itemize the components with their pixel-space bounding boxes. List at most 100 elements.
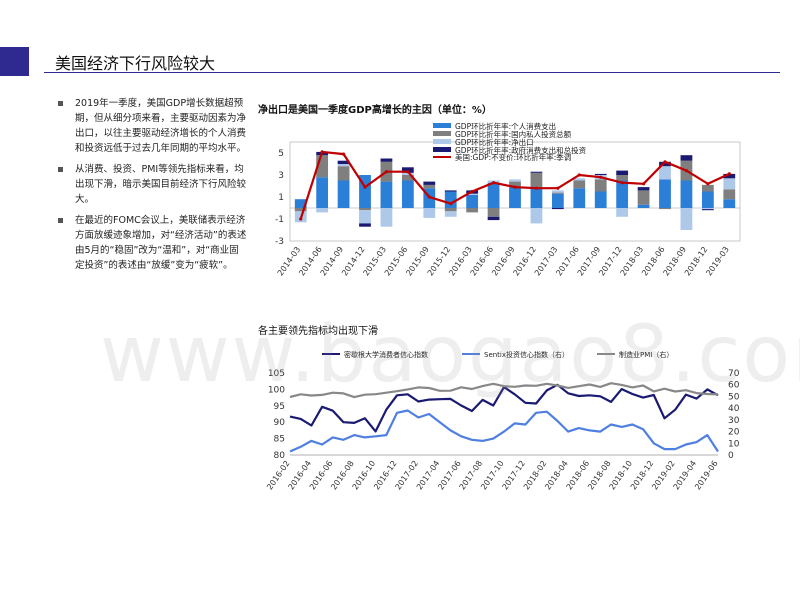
chart1-bar-3 <box>316 208 329 213</box>
chart1-legend-swatch <box>433 147 451 152</box>
chart1-bar-4 <box>637 187 650 191</box>
chart1-bar-3 <box>466 193 479 195</box>
chart1-legend-label: 美国:GDP:不变价:环比折年率:季调 <box>455 152 571 162</box>
chart1-bar-4 <box>723 173 736 179</box>
chart1-bar-2 <box>294 208 307 212</box>
chart1-bar-4 <box>616 170 629 175</box>
chart1-bar-3 <box>659 166 671 180</box>
chart1-ytick-label: 5 <box>278 149 284 159</box>
chart1-gdp-point <box>363 185 367 189</box>
chart2-right-tick-label: 50 <box>728 392 740 402</box>
chart2-right-tick-label: 40 <box>728 404 740 414</box>
chart2-right-tick-label: 60 <box>728 381 740 391</box>
chart1-bar-3 <box>423 208 436 218</box>
chart1-bar-1 <box>701 191 714 208</box>
chart1-bar-4 <box>401 167 414 173</box>
chart1-bar-2 <box>551 192 564 194</box>
chart1-bar-1 <box>509 187 521 208</box>
chart1-bar-2 <box>701 184 714 192</box>
chart1-legend-label: GDP环比折年率:净出口 <box>455 137 534 147</box>
chart1-gdp-point <box>299 217 303 221</box>
bullet-item: 在最近的FOMC会议上，美联储表示经济方面放缓迹象增加，对“经济活动”的表述由5… <box>58 213 248 273</box>
watermark-text: www.baogao8.com <box>100 310 800 400</box>
bullet-text: 2019年一季度，美国GDP增长数据超预期，但从细分项来看，主要驱动因素为净出口… <box>75 98 247 154</box>
chart1-legend-swatch <box>433 131 451 136</box>
chart1-bar-1 <box>466 194 479 208</box>
chart1-bar-2 <box>637 190 650 205</box>
chart1-bar-2 <box>659 208 671 210</box>
chart1-gdp-point <box>449 202 453 206</box>
chart1-bar-2 <box>466 208 479 213</box>
chart1-bar-3 <box>401 172 414 175</box>
chart2-legend-label: 密歇根大学消费者信心指数 <box>344 350 428 359</box>
chart1-bar-1 <box>573 188 586 208</box>
bullet-item: 从消费、投资、PMI等领先指标来看，均出现下滑，暗示美国目前经济下行风险较大。 <box>58 162 248 207</box>
title-underline <box>44 72 780 73</box>
chart1-bar-1 <box>380 181 393 208</box>
bullet-list: 2019年一季度，美国GDP增长数据超预期，但从细分项来看，主要驱动因素为净出口… <box>58 96 248 279</box>
chart2-series-line-2 <box>289 409 719 453</box>
chart2-title: 各主要领先指标均出现下滑 <box>258 326 378 337</box>
chart1-gdp-point <box>534 186 539 190</box>
chart1-bar-2 <box>594 179 607 192</box>
chart2-right-tick-label: 70 <box>728 369 740 379</box>
chart2-left-tick-label: 95 <box>274 402 285 412</box>
title-accent-block <box>0 47 29 76</box>
chart1-bar-4 <box>551 208 564 210</box>
bullet-marker-icon <box>58 101 63 106</box>
chart1-bar-3 <box>444 211 457 217</box>
chart1-gdp-point <box>641 182 646 186</box>
chart1-ytick-label: -1 <box>275 215 284 225</box>
chart1-title: 净出口是美国一季度GDP高增长的主因（单位：%） <box>258 105 492 116</box>
chart1-bar-1 <box>294 199 307 208</box>
chart1-bar-3 <box>337 164 350 167</box>
chart1-bar-1 <box>337 180 350 208</box>
chart1-bar-1 <box>316 177 329 208</box>
bullet-text: 在最近的FOMC会议上，美联储表示经济方面放缓迹象增加，对“经济活动”的表述由5… <box>75 215 247 271</box>
chart1-bar-3 <box>573 178 586 181</box>
chart2-left-tick-label: 80 <box>274 451 286 461</box>
chart1-bar-1 <box>359 175 371 208</box>
chart1-bar-1 <box>723 199 736 208</box>
chart1-bar-3 <box>530 208 543 224</box>
page-title: 美国经济下行风险较大 <box>55 54 216 73</box>
chart1-gdp-point <box>620 181 624 185</box>
chart1-bar-1 <box>551 193 564 208</box>
chart1-gdp-point <box>513 185 517 189</box>
chart1-bar-3 <box>723 178 736 190</box>
chart1-legend-swatch <box>433 139 451 144</box>
chart1-bar-2 <box>530 172 543 188</box>
bullet-text: 从消费、投资、PMI等领先指标来看，均出现下滑，暗示美国目前经济下行风险较大。 <box>75 164 247 205</box>
bullet-item: 2019年一季度，美国GDP增长数据超预期，但从细分项来看，主要驱动因素为净出口… <box>58 96 248 156</box>
chart1-bar-2 <box>337 166 350 181</box>
chart1-bar-1 <box>401 180 414 208</box>
chart1-gdp-point <box>341 152 346 156</box>
chart1-legend-swatch <box>433 123 451 128</box>
chart1-gdp-point <box>706 182 710 186</box>
chart1-gdp-point <box>491 181 496 185</box>
chart1-bar-1 <box>616 180 629 208</box>
chart1-bar-4 <box>337 160 350 164</box>
chart1-ytick-label: 3 <box>278 171 284 181</box>
chart1-bar-1 <box>637 204 650 208</box>
chart1-gdp-point <box>684 169 689 173</box>
chart1-gdp-point <box>406 170 410 174</box>
chart1-bar-2 <box>616 175 629 181</box>
bullet-marker-icon <box>58 167 63 172</box>
chart1-bar-1 <box>444 191 457 208</box>
chart2-right-tick-label: 30 <box>728 416 740 426</box>
chart2-legend-label: 制造业PMI（右） <box>619 350 673 359</box>
chart2-right-tick-label: 10 <box>728 439 740 449</box>
chart1-bar-3 <box>680 208 693 230</box>
chart1-bar-2 <box>573 180 586 189</box>
chart1-gdp-point <box>599 175 603 179</box>
chart1-plot-frame <box>289 141 741 242</box>
chart1-bar-2 <box>316 155 329 178</box>
chart1-bar-1 <box>680 180 693 208</box>
chart1-gdp-point <box>427 195 431 199</box>
chart1-gdp-point <box>727 172 731 176</box>
chart1-bar-2 <box>444 208 457 212</box>
chart2-legend-label: Sentix投资信心指数（右） <box>484 350 569 359</box>
chart1-bar-4 <box>487 216 500 221</box>
